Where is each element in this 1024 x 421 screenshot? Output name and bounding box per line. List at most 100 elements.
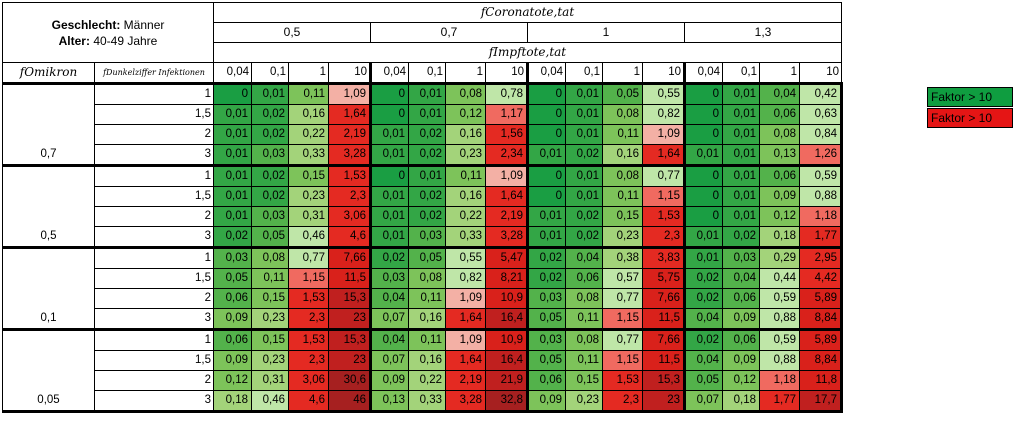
data-cell: 0,01 — [683, 247, 723, 269]
data-cell: 16,4 — [485, 350, 528, 371]
data-cell: 0,02 — [526, 247, 566, 269]
data-cell: 0,46 — [251, 390, 289, 412]
data-cell: 0,15 — [602, 206, 643, 227]
legend-green-label: Faktor > 10 — [931, 90, 993, 104]
data-cell: 0,02 — [565, 144, 603, 166]
data-cell: 0,03 — [369, 268, 409, 289]
data-cell: 0,59 — [799, 165, 843, 187]
data-cell: 4,42 — [799, 268, 843, 289]
data-cell: 0,01 — [369, 226, 409, 248]
data-cell: 1,64 — [445, 350, 486, 371]
data-cell: 0,08 — [759, 124, 800, 145]
data-cell: 15,3 — [328, 329, 371, 351]
data-cell: 0,01 — [213, 104, 252, 125]
data-cell: 0,06 — [213, 288, 252, 309]
data-cell: 23 — [328, 350, 371, 371]
table-row: 1,5 0,09 0,23 2,3 23 0,07 0,16 1,64 16,4 0,05 0,11… — [3, 350, 843, 371]
data-cell: 1,64 — [445, 308, 486, 330]
data-cell: 0 — [369, 165, 409, 187]
data-cell: 0,78 — [485, 83, 528, 105]
data-cell: 0,01 — [213, 165, 252, 187]
table-row: 1,5 0,05 0,11 1,15 11,5 0,03 0,08 0,82 8,21 0,02 0… — [3, 268, 843, 289]
dunkelziffer-value: 1,5 — [94, 268, 214, 289]
data-cell: 0,01 — [565, 83, 603, 105]
data-cell: 0,03 — [251, 206, 289, 227]
data-cell: 11,8 — [799, 370, 843, 391]
data-cell: 0,23 — [251, 350, 289, 371]
data-cell: 0,06 — [759, 104, 800, 125]
legend-red-label: Faktor > 10 — [931, 111, 993, 125]
data-cell: 0,01 — [213, 206, 252, 227]
data-cell: 5,75 — [642, 268, 685, 289]
data-cell: 0,18 — [759, 226, 800, 248]
data-cell: 0,06 — [213, 329, 252, 351]
data-cell: 2,3 — [602, 390, 643, 412]
data-cell: 0,01 — [565, 124, 603, 145]
dunkelziffer-value: 1 — [94, 83, 214, 105]
data-cell: 0,01 — [722, 124, 760, 145]
f-corona-value: 1,3 — [684, 22, 842, 43]
data-cell: 0,82 — [642, 104, 685, 125]
data-cell: 2,19 — [445, 370, 486, 391]
data-cell: 0,02 — [683, 268, 723, 289]
data-cell: 0,11 — [288, 83, 329, 105]
data-cell: 0,03 — [722, 247, 760, 269]
f-impf-value: 0,04 — [526, 62, 566, 84]
data-cell: 0,07 — [369, 350, 409, 371]
data-cell: 0,01 — [565, 186, 603, 207]
data-cell: 0,06 — [526, 370, 566, 391]
data-cell: 3,83 — [642, 247, 685, 269]
data-cell: 46 — [328, 390, 371, 412]
data-cell: 0 — [526, 186, 566, 207]
data-cell: 0,23 — [288, 186, 329, 207]
data-cell: 0,01 — [722, 165, 760, 187]
data-cell: 0,08 — [445, 83, 486, 105]
data-cell: 0,06 — [565, 268, 603, 289]
data-cell: 0,88 — [799, 186, 843, 207]
f-corona-value: 0,5 — [213, 22, 371, 43]
data-cell: 0,01 — [565, 165, 603, 187]
f-impf-value: 1 — [759, 62, 800, 84]
data-cell: 1,09 — [328, 83, 371, 105]
data-cell: 7,66 — [642, 329, 685, 351]
age-line: Alter: 40-49 Jahre — [5, 33, 211, 49]
data-cell: 16,4 — [485, 308, 528, 330]
data-cell: 0,22 — [288, 124, 329, 145]
data-cell: 0,05 — [526, 308, 566, 330]
dunkelziffer-value: 2 — [94, 124, 214, 145]
data-cell: 1,77 — [799, 226, 843, 248]
data-cell: 0,05 — [408, 247, 446, 269]
data-cell: 2,3 — [642, 226, 685, 248]
f-impf-value: 10 — [642, 62, 685, 84]
data-cell: 0,09 — [759, 186, 800, 207]
data-cell: 0,01 — [722, 186, 760, 207]
data-cell: 2,3 — [288, 350, 329, 371]
data-cell: 2,3 — [328, 186, 371, 207]
demographics-header: Geschlecht: Männer Alter: 40-49 Jahre — [2, 2, 214, 63]
data-cell: 8,21 — [485, 268, 528, 289]
data-cell: 0,04 — [683, 308, 723, 330]
dunkelziffer-value: 3 — [94, 308, 214, 330]
data-cell: 0,01 — [369, 144, 409, 166]
data-cell: 1,09 — [485, 165, 528, 187]
data-cell: 0,11 — [565, 350, 603, 371]
table-row: 3 0,02 0,05 0,46 4,6 0,01 0,03 0,33 3,28 0,01 0,02… — [2, 226, 843, 248]
dunkelziffer-value: 3 — [94, 144, 214, 166]
omikron-value: 0,1 — [2, 247, 95, 330]
data-cell: 0,02 — [408, 206, 446, 227]
data-cell: 0,16 — [408, 308, 446, 330]
data-cell: 0,11 — [602, 186, 643, 207]
data-cell: 0,01 — [408, 83, 446, 105]
data-cell: 0,08 — [602, 104, 643, 125]
data-cell: 0,11 — [602, 124, 643, 145]
data-cell: 0,55 — [445, 247, 486, 269]
data-cell: 0,04 — [759, 83, 800, 105]
data-cell: 1,64 — [642, 144, 685, 166]
data-cell: 0,29 — [759, 247, 800, 269]
data-cell: 0,23 — [565, 390, 603, 412]
f-impf-value: 1 — [288, 62, 329, 84]
data-cell: 0,08 — [408, 268, 446, 289]
data-cell: 0,44 — [759, 268, 800, 289]
data-cell: 0,02 — [683, 329, 723, 351]
f-omikron-header: fOmikron — [2, 62, 95, 84]
